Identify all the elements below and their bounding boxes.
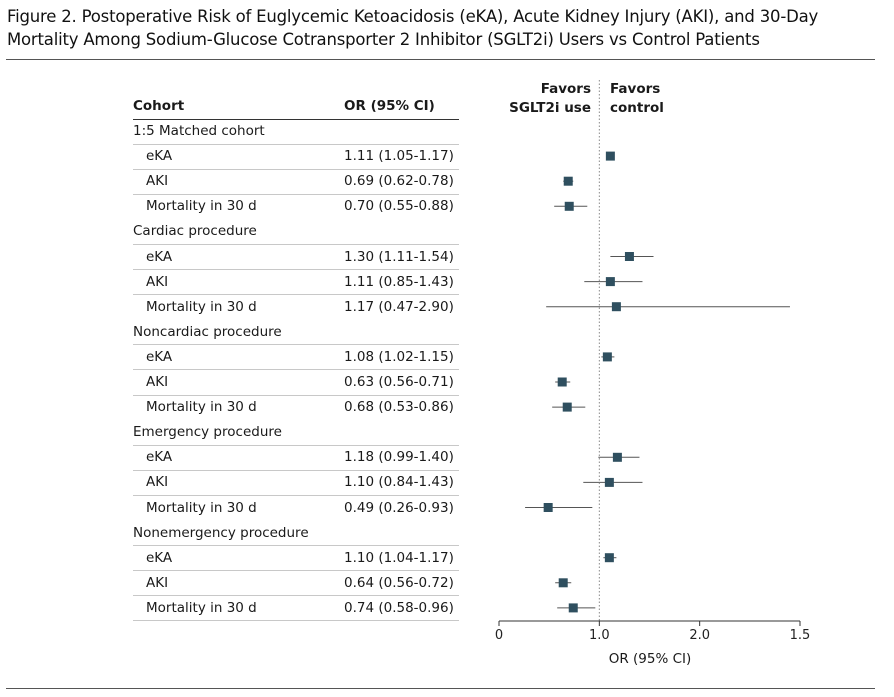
- outcome-label: eKA: [146, 449, 173, 466]
- favors-sglt2i-label: Favors SGLT2i use: [509, 80, 591, 118]
- point-estimate-marker: [611, 302, 621, 312]
- outcome-label: eKA: [146, 148, 173, 165]
- row-separator: [133, 620, 459, 621]
- odds-ratio-value: 0.64 (0.56-0.72): [344, 574, 454, 591]
- outcome-label: AKI: [146, 173, 169, 190]
- odds-ratio-value: 0.49 (0.26-0.93): [344, 499, 454, 516]
- odds-ratio-value: 1.18 (0.99-1.40): [344, 449, 454, 466]
- row-separator: [133, 570, 459, 571]
- point-estimate-marker: [557, 377, 567, 387]
- odds-ratio-value: 0.63 (0.56-0.71): [344, 374, 454, 390]
- cohort-group-label: Cardiac procedure: [133, 223, 257, 240]
- point-estimate-marker: [612, 452, 622, 462]
- row-separator: [133, 344, 459, 345]
- cohort-group-label: Noncardiac procedure: [133, 323, 282, 340]
- row-separator: [133, 269, 459, 270]
- outcome-label: eKA: [146, 549, 173, 566]
- point-estimate-marker: [558, 578, 568, 588]
- outcome-label: AKI: [146, 574, 169, 591]
- point-estimate-marker: [543, 503, 553, 512]
- outcome-label: eKA: [146, 348, 173, 365]
- point-estimate-marker: [605, 277, 615, 287]
- odds-ratio-value: 1.10 (1.04-1.17): [344, 549, 454, 566]
- x-axis-tick-label: 0: [495, 628, 503, 643]
- odds-ratio-value: 1.11 (0.85-1.43): [344, 273, 454, 290]
- row-separator: [133, 595, 459, 596]
- row-separator: [133, 169, 459, 170]
- outcome-label: Mortality in 30 d: [146, 198, 257, 215]
- cohort-group-label: 1:5 Matched cohort: [133, 123, 265, 139]
- outcome-label: Mortality in 30 d: [146, 399, 257, 416]
- point-estimate-marker: [605, 151, 615, 161]
- bottom-rule: [6, 688, 875, 689]
- favors-right-line1: Favors: [610, 81, 661, 97]
- point-estimate-marker: [568, 603, 578, 613]
- favors-left-line2: SGLT2i use: [509, 100, 591, 116]
- x-axis-tick-label: 2.0: [689, 628, 710, 643]
- row-separator: [133, 294, 459, 295]
- cohort-group-label: Nonemergency procedure: [133, 524, 309, 541]
- odds-ratio-value: 0.74 (0.58-0.96): [344, 599, 454, 616]
- point-estimate-marker: [562, 402, 572, 412]
- row-separator: [133, 545, 459, 546]
- x-axis-tick-label: 1.0: [589, 628, 610, 643]
- row-separator: [133, 194, 459, 195]
- x-axis-label: OR (95% CI): [608, 651, 692, 667]
- point-estimate-marker: [604, 553, 614, 563]
- figure-title: Figure 2. Postoperative Risk of Euglycem…: [7, 7, 819, 49]
- odds-ratio-value: 0.68 (0.53-0.86): [344, 399, 454, 416]
- outcome-label: AKI: [146, 474, 169, 491]
- odds-ratio-value: 1.08 (1.02-1.15): [344, 348, 454, 365]
- odds-ratio-value: 1.10 (0.84-1.43): [344, 474, 454, 491]
- favors-control-label: Favors control: [610, 80, 664, 118]
- row-separator: [133, 144, 459, 145]
- outcome-label: Mortality in 30 d: [146, 599, 257, 616]
- outcome-label: AKI: [146, 273, 169, 290]
- header-underline: [133, 119, 459, 120]
- point-estimate-marker: [563, 176, 573, 186]
- row-separator: [133, 395, 459, 396]
- odds-ratio-value: 1.30 (1.11-1.54): [344, 248, 454, 265]
- odds-ratio-value: 0.70 (0.55-0.88): [344, 198, 454, 215]
- row-separator: [133, 369, 459, 370]
- odds-ratio-value: 1.17 (0.47-2.90): [344, 298, 454, 315]
- row-separator: [133, 470, 459, 471]
- cohort-column-header: Cohort: [133, 98, 185, 114]
- favors-right-line2: control: [610, 100, 664, 116]
- or-column-header: OR (95% CI): [344, 98, 435, 114]
- outcome-label: eKA: [146, 248, 173, 265]
- outcome-label: Mortality in 30 d: [146, 499, 257, 516]
- row-separator: [133, 495, 459, 496]
- point-estimate-marker: [564, 201, 574, 211]
- cohort-group-label: Emergency procedure: [133, 424, 282, 441]
- top-rule: [6, 59, 875, 60]
- point-estimate-marker: [602, 352, 612, 362]
- odds-ratio-value: 0.69 (0.62-0.78): [344, 173, 454, 190]
- row-separator: [133, 445, 459, 446]
- odds-ratio-value: 1.11 (1.05-1.17): [344, 148, 454, 165]
- outcome-label: AKI: [146, 374, 169, 390]
- x-axis-tick-label: 1.5: [790, 628, 811, 643]
- row-separator: [133, 244, 459, 245]
- point-estimate-marker: [624, 252, 634, 261]
- point-estimate-marker: [604, 477, 614, 487]
- outcome-label: Mortality in 30 d: [146, 298, 257, 315]
- favors-left-line1: Favors: [540, 81, 591, 97]
